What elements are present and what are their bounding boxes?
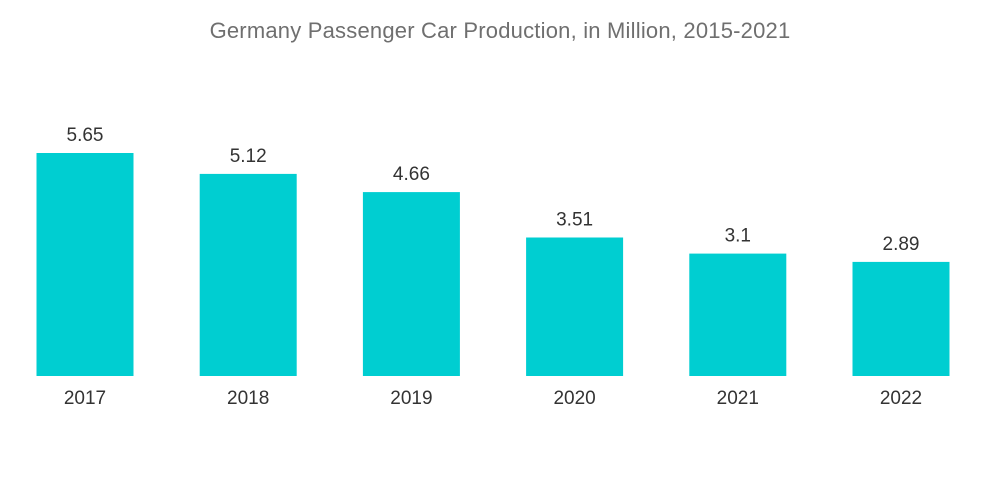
x-axis-ticks-layer: 2017 2018 2019 2020 2021 2022: [64, 388, 922, 409]
x-tick-label-2017: 2017: [64, 388, 106, 409]
value-label-2019: 4.66: [393, 164, 430, 185]
x-tick-label-2020: 2020: [553, 388, 595, 409]
bar-2020: [526, 237, 624, 376]
x-tick-label-2018: 2018: [227, 388, 269, 409]
x-tick-label-2019: 2019: [390, 388, 432, 409]
value-label-2017: 5.65: [67, 125, 104, 146]
value-label-2021: 3.1: [725, 226, 751, 247]
bar-2017: [36, 153, 134, 376]
bar-2019: [362, 192, 460, 376]
bar-2021: [689, 253, 787, 376]
bars-layer: [36, 153, 950, 376]
bar-2022: [852, 261, 950, 376]
x-tick-label-2021: 2021: [717, 388, 759, 409]
bar-2018: [199, 173, 297, 376]
x-tick-label-2022: 2022: [880, 388, 922, 409]
value-label-2018: 5.12: [230, 146, 267, 167]
chart-title: Germany Passenger Car Production, in Mil…: [209, 18, 791, 43]
value-label-2020: 3.51: [556, 210, 593, 231]
value-label-2022: 2.89: [883, 234, 920, 255]
value-labels-layer: 5.65 5.12 4.66 3.51 3.1 2.89: [67, 125, 920, 255]
